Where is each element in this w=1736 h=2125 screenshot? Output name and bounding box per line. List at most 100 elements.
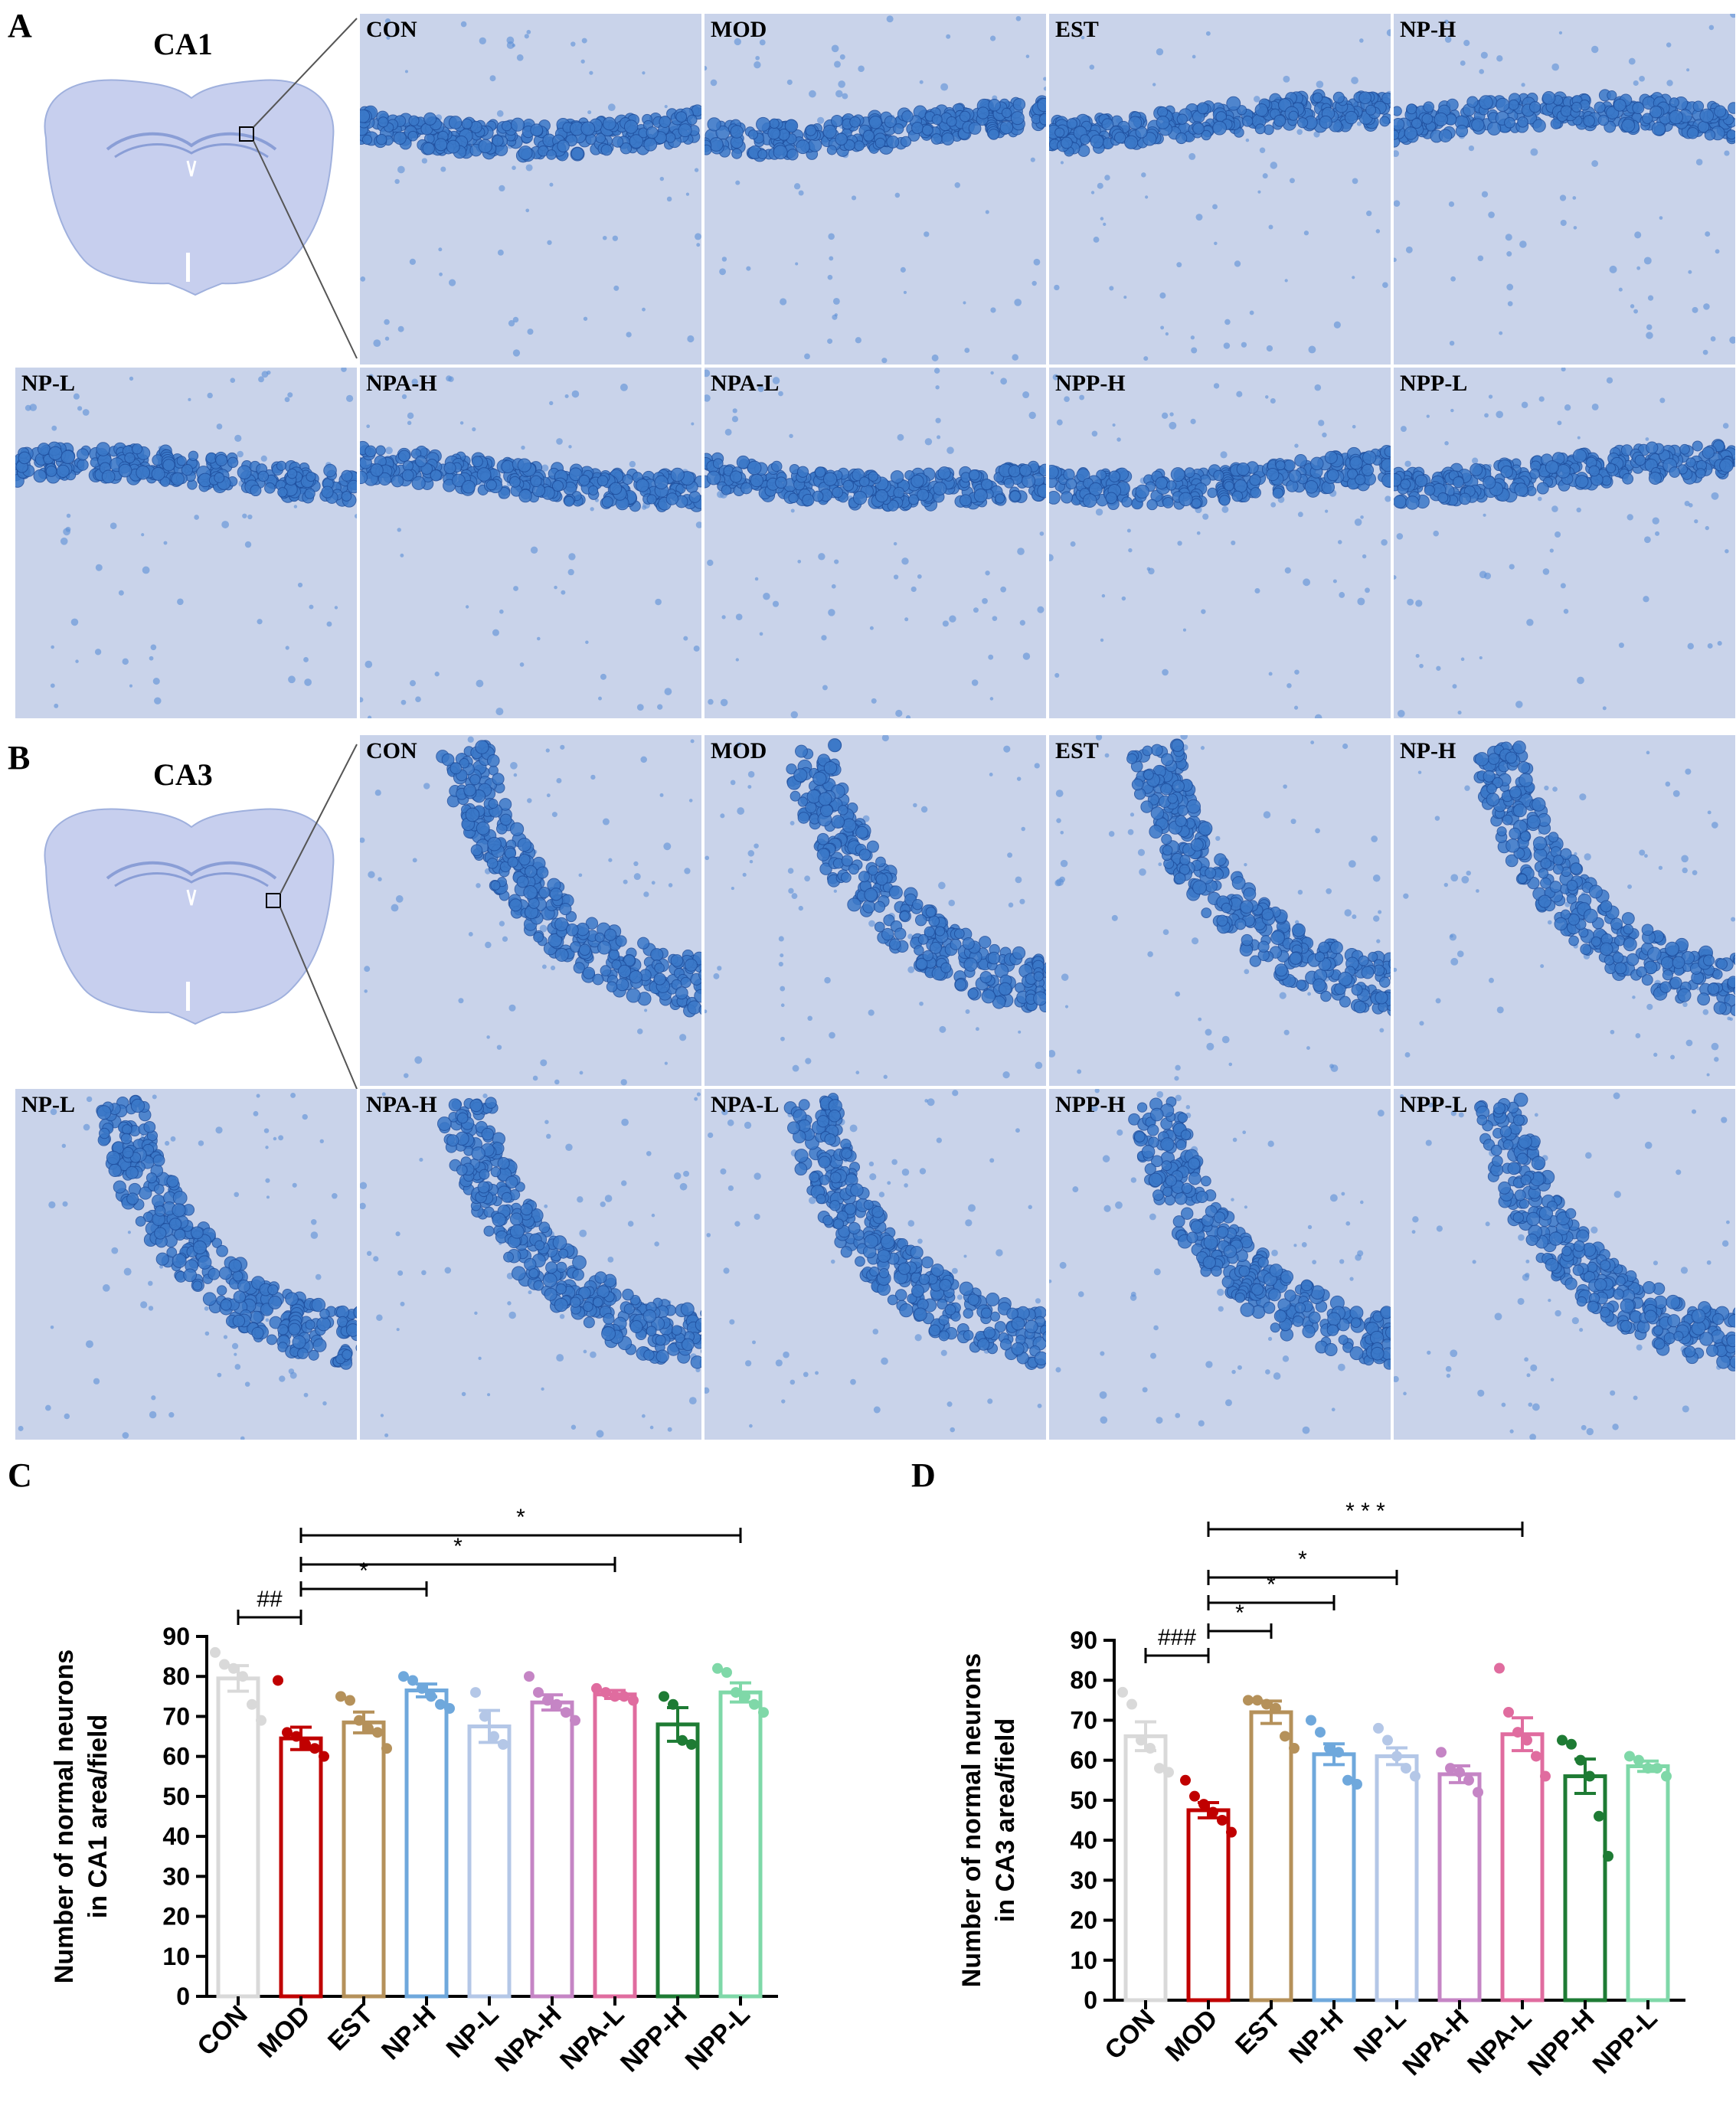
data-point [407,1675,418,1686]
data-point [228,1662,239,1674]
data-point [1603,1851,1613,1862]
data-point [1463,1774,1474,1786]
data-point [489,1731,499,1742]
y-tick-label: 60 [162,1743,190,1770]
significance-bracket [299,1581,428,1597]
micrograph-label: CON [366,738,417,763]
data-point [1373,1722,1384,1734]
y-tick-label: 50 [162,1783,190,1810]
data-point [1624,1751,1635,1762]
y-tick-label: 90 [162,1623,190,1650]
micrograph-label: NPP-H [1055,1092,1126,1117]
x-tick-label: MOD [1160,2004,1224,2068]
data-point [1198,1799,1209,1810]
bar-npp-h [655,1722,700,1999]
x-tick-label: EST [1230,2004,1286,2061]
micrograph-label: CON [366,17,417,42]
data-point [1136,1734,1146,1746]
data-point [1280,1731,1290,1742]
brain-section-ca3 [44,744,358,1089]
micrograph-label: EST [1055,738,1099,763]
micrograph-npa-h: NPA-H [360,368,701,718]
data-point [668,1698,678,1710]
micrograph-label: MOD [711,17,767,42]
data-point [354,1715,365,1726]
significance-bracket [1144,1648,1210,1663]
micrograph-label: NPA-H [366,371,437,396]
micrograph-npa-l: NPA-L [705,1089,1046,1440]
bar-np-l [467,1725,512,1999]
micrograph-npp-l: NPP-L [1394,368,1735,718]
data-point [219,1659,230,1670]
data-point [1145,1743,1156,1754]
significance-bracket [299,1557,616,1572]
data-point [1117,1686,1128,1698]
micrograph-mod: MOD [705,735,1046,1086]
data-point [1512,1727,1523,1738]
data-point [1243,1695,1254,1706]
data-point [628,1695,639,1706]
bar-npa-h [530,1700,574,1999]
bar-est [342,1720,386,1999]
data-point [282,1727,293,1738]
significance-bracket [1207,1570,1398,1585]
y-tick-label: 50 [1070,1787,1097,1814]
data-point [1643,1763,1653,1774]
zoom-box [239,126,254,142]
y-tick-label: 20 [1070,1907,1097,1934]
significance-label: * [1235,1600,1244,1626]
data-point [610,1691,620,1702]
micrograph-np-l: NP-L [15,1089,357,1440]
micrograph-est: EST [1049,735,1391,1086]
micrograph-con: CON [360,735,701,1086]
panel-letter-b: B [8,739,31,776]
y-tick-label: 70 [1070,1706,1097,1734]
micrograph-np-h: NP-H [1394,735,1735,1086]
data-point [291,1731,302,1742]
bar-con [216,1676,260,1999]
y-tick-label: 0 [1084,1986,1097,2014]
data-point [398,1671,409,1682]
data-point [1661,1770,1672,1782]
y-tick-label: 30 [1070,1866,1097,1894]
data-point [1566,1738,1577,1750]
data-point [1436,1747,1447,1758]
data-point [1594,1810,1604,1822]
x-tick-label: EST [322,2000,379,2057]
significance-bracket [1207,1595,1336,1610]
y-tick-label: 70 [162,1702,190,1730]
micrograph-npp-h: NPP-H [1049,368,1391,718]
micrograph-label: NP-L [21,1092,75,1117]
y-axis-label: Number of normal neurons [957,1653,986,1987]
data-point [1473,1787,1483,1798]
y-axis-label: in CA3 area/field [991,1718,1020,1922]
bar-mod [279,1736,323,1999]
data-point [237,1671,248,1682]
data-point [721,1667,732,1678]
data-point [1180,1774,1191,1786]
data-point [570,1715,580,1726]
bar-npa-h [1437,1772,1482,2002]
data-point [561,1707,571,1718]
panel-letter-c: C [8,1456,32,1494]
micrograph-label: NPP-L [1400,1092,1468,1117]
data-point [210,1646,221,1658]
data-point [1208,1806,1218,1818]
data-point [1540,1770,1551,1782]
micrograph-np-h: NP-H [1394,14,1735,365]
data-point [1445,1763,1456,1774]
bar-np-h [404,1689,449,1999]
data-point [749,1698,760,1710]
y-tick-label: 20 [162,1903,190,1930]
data-point [1575,1754,1586,1766]
x-tick-label: NPA-H [489,2000,567,2078]
significance-bracket [237,1610,302,1625]
data-point [1454,1767,1465,1778]
data-point [758,1707,769,1718]
data-point [1401,1763,1411,1774]
brain-outline-icon [44,808,335,1025]
brain-outline-icon [44,79,335,296]
data-point [1557,1734,1568,1746]
data-point [372,1727,383,1738]
x-tick-label: NP-H [376,2000,442,2066]
